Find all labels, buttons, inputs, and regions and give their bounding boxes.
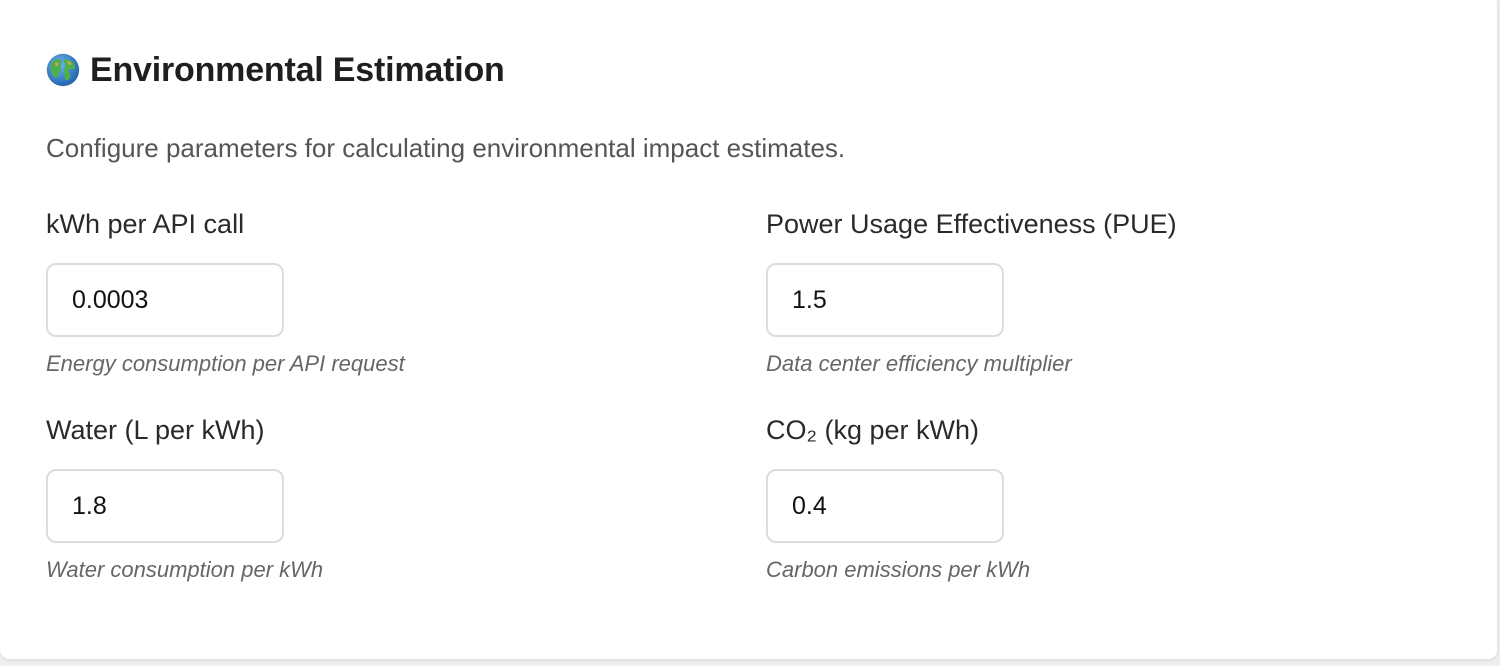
section-description: Configure parameters for calculating env… [46,133,846,163]
pue-field: Power Usage Effectiveness (PUE) Data cen… [766,207,1386,378]
co2-label: CO₂ (kg per kWh) [766,415,980,445]
kwh-per-call-label: kWh per API call [46,209,245,239]
globe-icon [46,53,80,87]
water-label: Water (L per kWh) [46,415,265,445]
co2-input[interactable] [766,469,1004,543]
kwh-per-call-field: kWh per API call Energy consumption per … [46,207,666,378]
page-title: Environmental Estimation [90,50,505,89]
co2-hint: Carbon emissions per kWh [766,557,1031,582]
section-header: Environmental Estimation [46,48,505,92]
water-input[interactable] [46,469,284,543]
pue-label: Power Usage Effectiveness (PUE) [766,209,1177,239]
pue-hint: Data center efficiency multiplier [766,351,1072,376]
kwh-per-call-hint: Energy consumption per API request [46,351,405,376]
pue-input[interactable] [766,263,1004,337]
water-field: Water (L per kWh) Water consumption per … [46,413,666,584]
kwh-per-call-input[interactable] [46,263,284,337]
water-hint: Water consumption per kWh [46,557,324,582]
co2-field: CO₂ (kg per kWh) Carbon emissions per kW… [766,413,1386,584]
